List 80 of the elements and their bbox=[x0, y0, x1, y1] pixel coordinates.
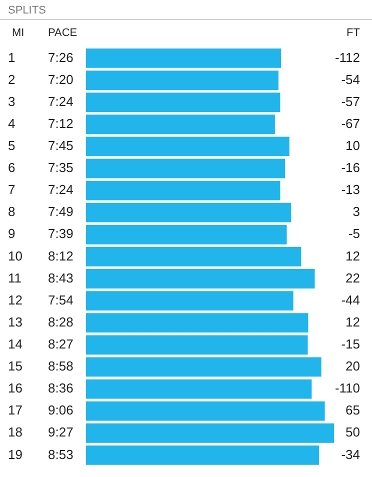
y-tick-label: 5 bbox=[8, 138, 16, 154]
text: 22 bbox=[346, 270, 360, 286]
bar bbox=[86, 114, 275, 134]
bar bbox=[86, 445, 320, 465]
bar bbox=[86, 423, 334, 443]
bar bbox=[86, 70, 278, 90]
bar bbox=[86, 158, 286, 178]
bar bbox=[86, 357, 322, 377]
text: -5 bbox=[348, 226, 360, 242]
text: -110 bbox=[334, 380, 360, 396]
bar bbox=[86, 269, 315, 288]
bar bbox=[86, 313, 308, 333]
text: -16 bbox=[341, 160, 360, 176]
text: 20 bbox=[346, 358, 360, 374]
y-tick-label: 1 bbox=[8, 50, 16, 65]
text: -13 bbox=[341, 182, 360, 198]
y-tick-label: 14 bbox=[8, 336, 22, 352]
text: FT bbox=[346, 27, 360, 40]
y-tick-label: 18 bbox=[8, 424, 22, 440]
data-label: 8:27 bbox=[48, 336, 74, 352]
y-tick-label: 3 bbox=[8, 94, 16, 109]
text: -34 bbox=[341, 446, 360, 462]
y-tick-label: 4 bbox=[8, 116, 16, 131]
bar bbox=[86, 335, 308, 355]
text: -15 bbox=[341, 336, 360, 352]
text: -44 bbox=[341, 292, 360, 308]
text: 50 bbox=[346, 424, 360, 440]
bar bbox=[86, 379, 312, 399]
data-label: 7:45 bbox=[48, 138, 74, 154]
y-tick-label: 15 bbox=[8, 358, 22, 374]
text: -54 bbox=[341, 72, 360, 87]
bar bbox=[86, 180, 280, 200]
data-label: 8:12 bbox=[48, 248, 74, 264]
y-tick-label: 17 bbox=[8, 402, 22, 418]
text: 12 bbox=[346, 314, 360, 330]
bar bbox=[86, 291, 294, 311]
bar bbox=[86, 224, 287, 244]
y-tick-label: 19 bbox=[8, 446, 22, 462]
text: PACE bbox=[48, 27, 78, 40]
data-label: 8:36 bbox=[48, 380, 74, 396]
data-label: 9:27 bbox=[48, 424, 74, 440]
y-tick-label: 12 bbox=[8, 292, 22, 308]
y-tick-label: 7 bbox=[8, 182, 16, 198]
bar bbox=[86, 136, 290, 156]
data-label: 7:35 bbox=[48, 160, 74, 176]
data-label: 9:06 bbox=[48, 402, 74, 418]
bar bbox=[86, 92, 280, 112]
bar bbox=[86, 246, 302, 266]
bar bbox=[86, 202, 292, 222]
bar bbox=[86, 401, 325, 421]
text: -57 bbox=[341, 94, 360, 109]
text: 12 bbox=[346, 248, 360, 264]
chart-title: SPLITS bbox=[8, 4, 46, 17]
y-tick-label: 11 bbox=[8, 270, 22, 286]
data-label: 8:28 bbox=[48, 314, 74, 330]
text: 10 bbox=[346, 138, 360, 154]
data-label: 7:49 bbox=[48, 204, 74, 220]
y-axis-title: MI bbox=[12, 27, 24, 40]
data-label: 7:20 bbox=[48, 72, 74, 87]
y-tick-label: 9 bbox=[8, 226, 16, 242]
y-tick-label: 2 bbox=[8, 72, 16, 87]
bar bbox=[86, 48, 282, 68]
data-label: 8:53 bbox=[48, 446, 74, 462]
y-tick-label: 8 bbox=[8, 204, 16, 220]
data-label: 7:54 bbox=[48, 292, 74, 308]
y-tick-label: 6 bbox=[8, 160, 16, 176]
y-tick-label: 16 bbox=[8, 380, 22, 396]
text: 3 bbox=[352, 204, 360, 220]
data-label: 7:24 bbox=[48, 94, 74, 109]
data-label: 7:12 bbox=[48, 116, 74, 131]
y-tick-label: 10 bbox=[8, 248, 22, 264]
text: -67 bbox=[341, 116, 360, 131]
data-label: 7:39 bbox=[48, 226, 74, 242]
y-tick-label: 13 bbox=[8, 314, 22, 330]
data-label: 7:24 bbox=[48, 182, 74, 198]
data-label: 7:26 bbox=[48, 50, 74, 65]
data-label: 8:43 bbox=[48, 270, 74, 286]
text: -112 bbox=[334, 50, 360, 65]
data-label: 8:58 bbox=[48, 358, 74, 374]
text: 65 bbox=[346, 402, 360, 418]
